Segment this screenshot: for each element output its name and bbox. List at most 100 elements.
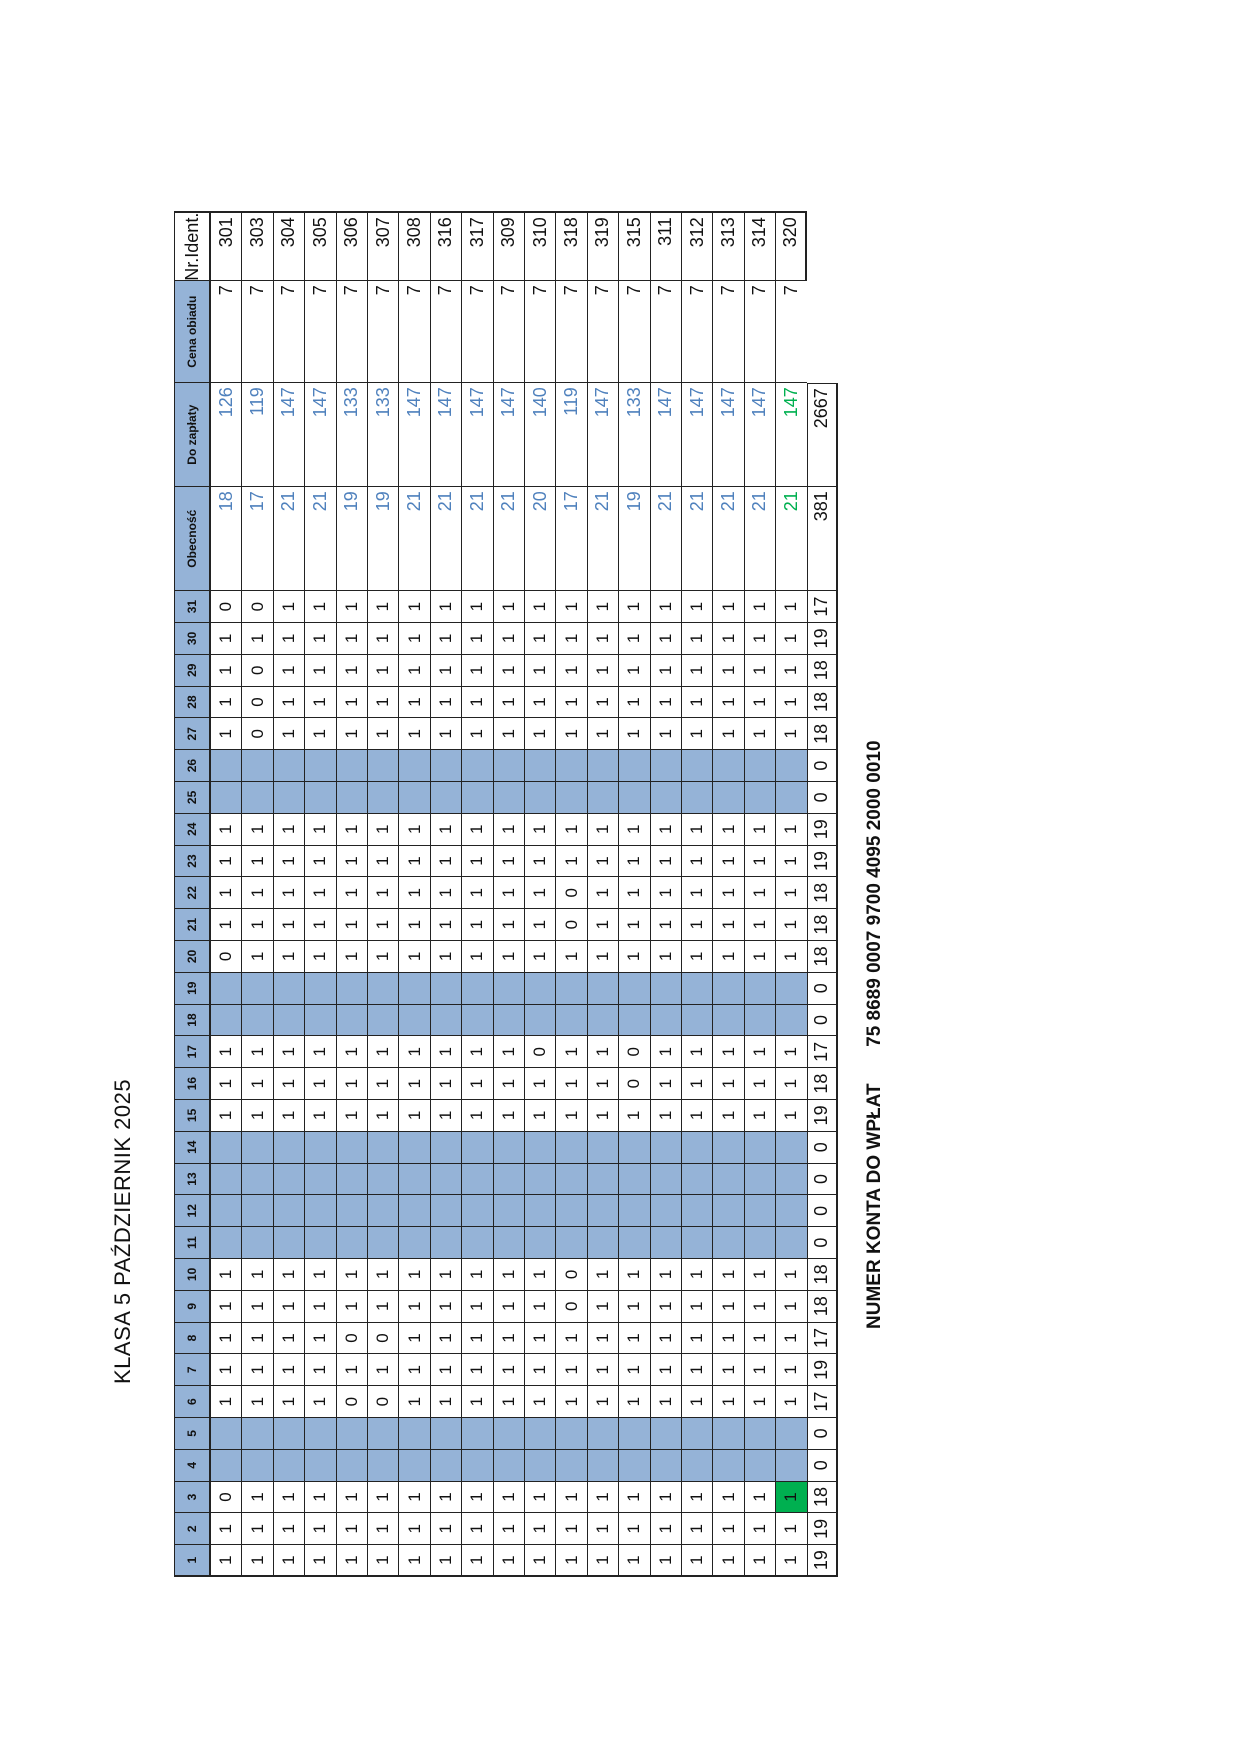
attendance-cell [743,972,776,1005]
attendance-count: 21 [461,487,493,592]
attendance-cell [304,1131,336,1164]
attendance-cell [210,1004,242,1037]
meal-price: 7 [586,281,619,384]
attendance-cell [272,972,305,1005]
daily-total: 0 [806,972,838,1005]
header-to-pay: Do zapłaty [174,383,210,488]
attendance-cell [335,1449,367,1482]
attendance-cell [775,1449,807,1482]
attendance-cell: 1 [743,654,776,687]
attendance-cell [398,1449,430,1482]
attendance-cell: 1 [335,1354,367,1387]
attendance-cell: 1 [272,845,305,878]
meal-price: 7 [272,281,305,384]
attendance-cell [586,972,619,1005]
daily-total: 0 [806,1195,838,1228]
day-header-22: 22 [174,877,210,910]
daily-total: 18 [806,654,838,687]
attendance-cell: 1 [461,1322,493,1355]
attendance-cell: 1 [649,1513,681,1546]
attendance-cell: 1 [649,1290,681,1323]
attendance-cell: 1 [272,877,305,910]
day-header-6: 6 [174,1386,210,1418]
attendance-cell: 1 [492,1513,524,1546]
attendance-cell: 1 [272,1354,305,1387]
student-id: 320 [775,211,807,282]
attendance-cell: 1 [335,623,367,655]
attendance-cell [241,1131,273,1164]
attendance-cell: 1 [743,1068,776,1100]
attendance-count: 21 [429,487,462,592]
attendance-cell: 1 [241,813,273,846]
attendance-cell: 1 [649,1545,681,1577]
attendance-cell: 0 [367,1386,399,1418]
attendance-cell: 0 [555,877,587,910]
attendance-cell: 1 [712,686,744,719]
attendance-cell: 1 [649,1100,681,1132]
amount-to-pay: 133 [335,383,367,488]
header-id: Nr.Ident. [174,211,210,282]
attendance-cell [429,1418,462,1450]
attendance-cell [304,750,336,782]
attendance-cell [743,1418,776,1450]
amount-to-pay: 147 [492,383,524,488]
attendance-cell: 1 [775,1481,807,1514]
attendance-cell: 1 [586,909,619,941]
attendance-cell [492,1418,524,1450]
attendance-cell: 1 [272,1100,305,1132]
attendance-cell [555,1227,587,1259]
attendance-cell [335,1418,367,1450]
attendance-cell: 1 [241,1354,273,1387]
attendance-cell: 1 [429,1386,462,1418]
attendance-cell: 1 [272,1513,305,1546]
attendance-cell: 1 [367,1259,399,1291]
attendance-cell [210,972,242,1005]
attendance-cell: 1 [304,1386,336,1418]
student-id: 304 [272,211,305,282]
attendance-cell: 1 [555,623,587,655]
day-header-17: 17 [174,1036,210,1069]
attendance-cell [618,782,650,814]
student-id: 310 [524,211,556,282]
day-header-24: 24 [174,813,210,846]
attendance-cell: 1 [398,1068,430,1100]
attendance-cell: 1 [681,686,713,719]
attendance-cell: 1 [775,623,807,655]
attendance-cell: 1 [743,1322,776,1355]
attendance-cell: 1 [775,1290,807,1323]
day-header-14: 14 [174,1131,210,1164]
day-header-9: 9 [174,1290,210,1323]
attendance-cell [681,750,713,782]
attendance-cell: 1 [524,718,556,751]
attendance-cell: 1 [429,1259,462,1291]
attendance-cell: 1 [712,1290,744,1323]
attendance-cell [775,1131,807,1164]
attendance-cell: 1 [618,1290,650,1323]
attendance-cell [681,1163,713,1196]
attendance-cell: 1 [398,1513,430,1546]
attendance-cell [335,782,367,814]
attendance-cell [618,1418,650,1450]
attendance-cell: 1 [712,845,744,878]
daily-total: 0 [806,1131,838,1164]
attendance-cell: 1 [712,1322,744,1355]
attendance-cell: 1 [335,686,367,719]
attendance-cell [681,1418,713,1450]
header-meal-price: Cena obiadu [174,281,210,384]
daily-total: 0 [806,1227,838,1259]
attendance-cell: 1 [743,686,776,719]
attendance-cell: 1 [524,845,556,878]
attendance-cell: 1 [524,941,556,973]
attendance-cell [681,1227,713,1259]
attendance-cell [210,1163,242,1196]
daily-total: 19 [806,1545,838,1577]
attendance-cell: 0 [555,1290,587,1323]
attendance-cell [304,1227,336,1259]
amount-to-pay: 119 [555,383,587,488]
attendance-cell: 1 [618,845,650,878]
attendance-cell [618,750,650,782]
attendance-cell [367,782,399,814]
attendance-cell: 1 [335,718,367,751]
attendance-cell: 1 [649,718,681,751]
attendance-cell: 1 [367,1100,399,1132]
